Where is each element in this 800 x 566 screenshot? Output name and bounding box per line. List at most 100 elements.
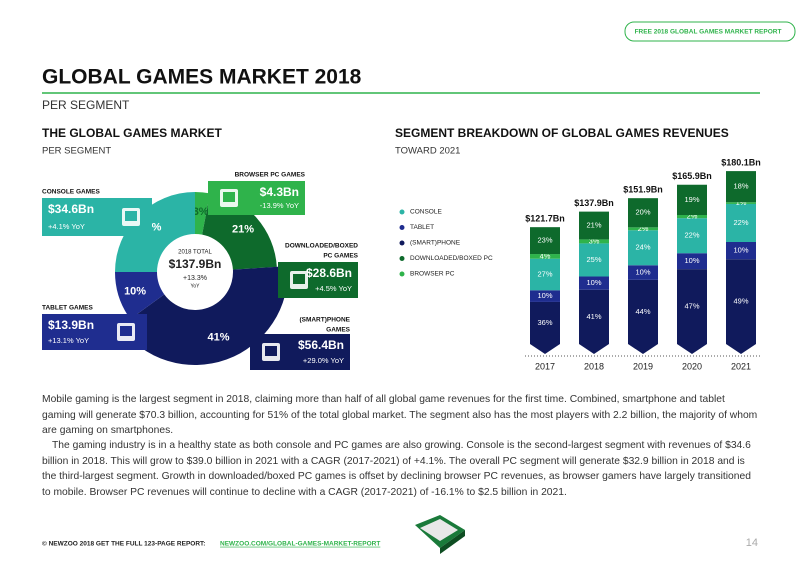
page-number: 14 [746,537,758,549]
bar-chevron [677,344,707,354]
total-label: $151.9Bn [623,185,663,195]
bar-segment [726,203,756,242]
bar-segment [726,202,756,204]
total-label: $180.1Bn [721,157,761,167]
legend-swatch [399,225,405,230]
bar-segment [628,279,658,344]
bar-chevron [530,344,560,354]
center-label: $137.9Bn [169,257,222,271]
footer-link[interactable]: NEWZOO.COM/GLOBAL-GAMES-MARKET-REPORT [220,541,380,548]
callout-icon-screen [265,346,277,356]
title: GLOBAL GAMES MARKET 2018 [42,66,362,89]
bar-segment [726,241,756,260]
donut-segment [115,192,195,272]
bar-segment [628,227,658,231]
total-label: $165.9Bn [672,171,712,181]
bar-segment [677,269,707,344]
segment-label: 3% [589,236,600,245]
segment-label: 21% [586,221,601,230]
bar-segment [628,230,658,266]
legend-label: CONSOLE [410,209,442,216]
x-tick-label: 2021 [731,361,751,371]
bar-segment [530,254,560,259]
x-tick-label: 2017 [535,361,555,371]
callout-revenue: $34.6Bn [48,202,94,216]
x-tick-label: 2020 [682,361,702,371]
center-label: YoY [191,283,201,289]
segment-label: 2% [687,212,698,221]
callout-growth: +4.1% YoY [48,222,85,231]
bar-segment [677,184,707,215]
bar-segment [726,259,756,344]
callout-icon-screen [120,326,132,336]
segment-label: 21% [232,224,254,236]
tab-frame [624,21,796,42]
callout-icon-screen [125,211,137,221]
callout-growth: +4.5% YoY [315,284,352,293]
paragraph: The gaming industry is in a healthy stat… [42,440,751,498]
segment-label: 1% [736,198,747,207]
bar-chevron [628,344,658,354]
book [415,515,465,554]
bar-segment [628,198,658,228]
chart-title: SEGMENT BREAKDOWN OF GLOBAL GAMES REVENU… [395,126,729,140]
donut-center [158,235,232,309]
bar-segment [677,253,707,270]
bar-segment [677,214,707,219]
bar-segment [579,289,609,344]
legend-swatch [399,240,405,246]
callout-growth: -13.9% YoY [260,201,299,210]
segment-label: 18% [733,182,748,191]
bar-segment [530,258,560,291]
legend-label: TABLET [410,224,434,231]
segment-label: 24% [635,243,650,252]
callout-icon-screen [223,192,235,202]
donut-segment [115,272,165,320]
callout-title: PC GAMES [323,253,358,260]
bar-segment [530,301,560,344]
center-label: 2018 TOTAL [178,250,212,256]
segment-label: 10% [733,246,748,255]
callout-growth: +13.1% YoY [48,336,89,345]
segment-label: 25% [586,255,601,264]
legend-swatch [399,256,405,261]
segment-label: 2% [638,224,649,233]
segment-label: 20% [635,208,650,217]
segment-label: 41% [586,312,601,321]
segment-label: 10% [684,256,699,265]
segment-label: 22% [733,218,748,227]
callout-title: (SMART)PHONE [299,317,350,324]
chart-subtitle: PER SEGMENT [42,146,111,157]
segment-label: 10% [124,285,146,297]
bar-segment [530,290,560,302]
subtitle: PER SEGMENT [42,98,130,112]
segment-label: 41% [208,331,230,343]
x-tick-label: 2019 [633,361,653,371]
callout-revenue: $56.4Bn [298,338,344,352]
callout-title: BROWSER PC GAMES [235,172,306,179]
segment-label: 23% [537,236,552,245]
chart-subtitle: TOWARD 2021 [395,146,460,157]
bar-segment [677,218,707,254]
bar-segment [579,243,609,277]
segment-label: 10% [635,268,650,277]
callout-title: GAMES [326,327,351,334]
callout-revenue: $13.9Bn [48,318,94,332]
total-label: $137.9Bn [574,198,614,208]
total-label: $121.7Bn [525,214,565,224]
segment-label: 27% [537,269,552,278]
paragraph: Mobile gaming is the largest segment in … [42,394,758,436]
legend-swatch [399,271,405,277]
bar-segment [579,276,609,290]
footer-text: © NEWZOO 2018 GET THE FULL 123-PAGE REPO… [42,540,205,548]
legend-label: (SMART)PHONE [410,240,461,247]
bar-chevron [726,344,756,354]
bar-segment [726,171,756,203]
segment-label: 44% [635,307,650,316]
segment-label: 10% [537,291,552,300]
callout-icon-screen [293,274,305,284]
center-label: +13.3% [183,275,207,282]
bar-segment [628,265,658,280]
